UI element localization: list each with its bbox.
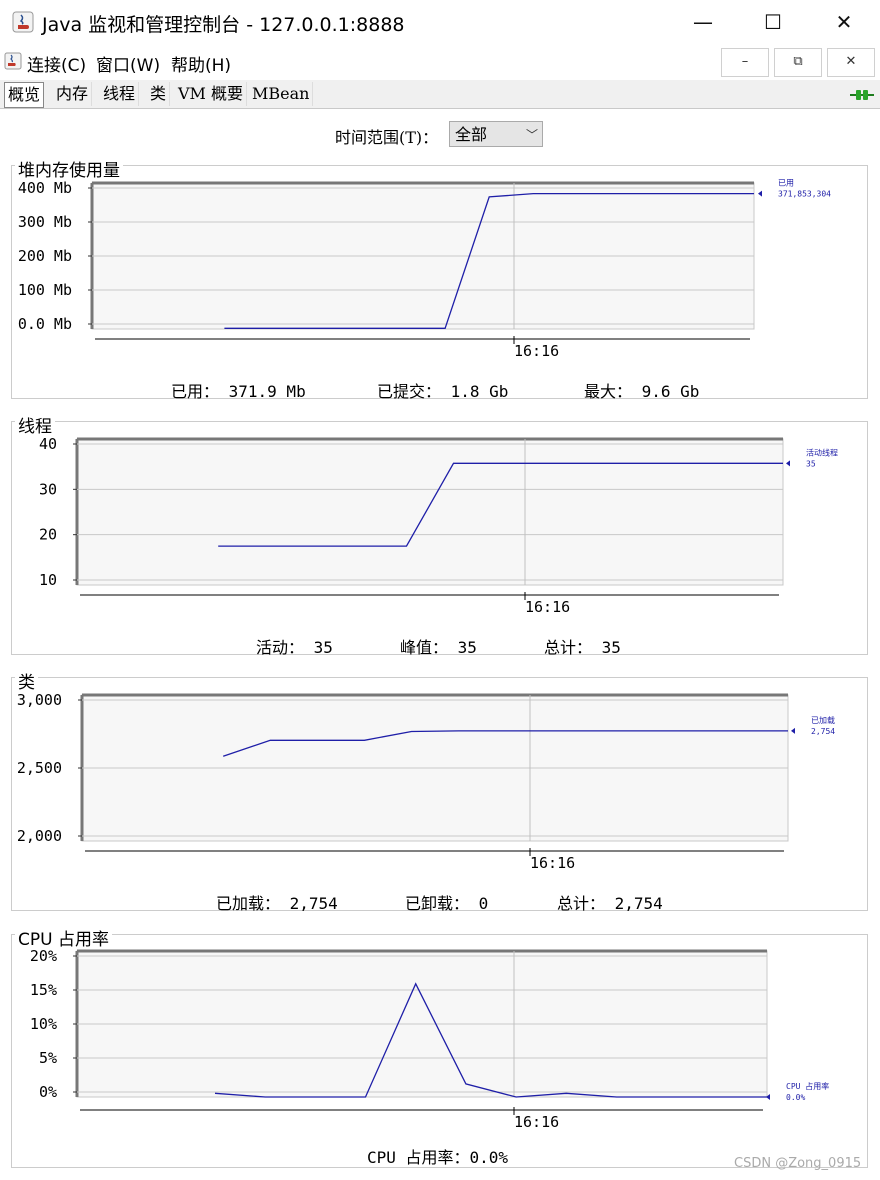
value-marker-icon <box>766 1094 770 1100</box>
heap-memory-panel <box>11 165 868 399</box>
menu-window[interactable]: 窗口(W) <box>96 56 161 76</box>
y-tick-label: 2,000 <box>17 827 62 845</box>
java-icon <box>12 11 34 33</box>
classes-panel <box>11 677 868 911</box>
series-line <box>222 730 788 757</box>
series-line <box>218 462 783 547</box>
y-tick-label: 5% <box>39 1049 57 1067</box>
classes-total-stat: 总计： 2,754 <box>557 894 663 913</box>
y-tick-label: 40 <box>39 435 57 453</box>
internal-minimize-button[interactable]: – <box>721 48 769 77</box>
heap-max-stat: 最大： 9.6 Gb <box>584 382 700 401</box>
classes-chart: 3,000 2,500 2,000 16:16 已加载 2,754 <box>17 691 835 872</box>
heap-used-stat: 已用： 371.9 Mb <box>171 382 306 401</box>
menu-connection[interactable]: 连接(C) <box>27 56 87 76</box>
series-value-label: 35 <box>806 459 816 468</box>
value-marker-icon <box>791 727 795 734</box>
y-tick-label: 300 Mb <box>18 213 72 231</box>
series-name-label: CPU 占用率 <box>786 1081 829 1091</box>
threads-live-stat: 活动： 35 <box>256 638 333 657</box>
y-tick-label: 2,500 <box>17 759 62 777</box>
time-range-label: 时间范围(T)： <box>335 128 439 147</box>
threads-panel <box>11 421 868 655</box>
tab-overview[interactable]: 概览 <box>4 82 45 108</box>
value-marker-icon <box>758 190 762 197</box>
x-tick-label: 16:16 <box>514 1113 559 1131</box>
x-tick-label: 16:16 <box>525 598 570 616</box>
y-tick-label: 100 Mb <box>18 281 72 299</box>
y-tick-label: 30 <box>39 480 57 498</box>
connection-status-icon <box>850 90 874 100</box>
threads-title: 线程 <box>15 412 55 437</box>
tab-memory[interactable]: 内存 <box>53 82 93 106</box>
y-tick-label: 15% <box>30 981 57 999</box>
time-range-select[interactable]: 全部 ﹀ <box>449 121 543 147</box>
classes-title: 类 <box>15 668 38 693</box>
y-tick-label: 400 Mb <box>18 179 72 197</box>
x-tick-label: 16:16 <box>514 342 559 360</box>
series-line <box>214 982 767 1098</box>
cpu-usage-chart: 20% 15% 10% 5% 0% 16:16 CPU 占用率 0.0% <box>30 947 829 1131</box>
tab-vm-summary[interactable]: VM 概要 <box>175 82 248 106</box>
threads-peak-stat: 峰值： 35 <box>400 638 477 657</box>
java-icon <box>4 52 22 70</box>
heap-committed-stat: 已提交： 1.8 Gb <box>377 382 509 401</box>
chevron-down-icon: ﹀ <box>525 128 538 142</box>
plot-area <box>76 438 784 586</box>
internal-close-button[interactable]: ✕ <box>827 48 875 77</box>
title-bar: Java 监视和管理控制台 - 127.0.0.1:8888 — ☐ ✕ <box>0 0 880 44</box>
classes-unloaded-stat: 已卸载： 0 <box>405 894 489 913</box>
window-title: Java 监视和管理控制台 - 127.0.0.1:8888 <box>42 14 405 36</box>
time-range-value: 全部 <box>455 125 488 144</box>
series-name-label: 已用 <box>778 179 794 188</box>
series-name-label: 已加载 <box>811 715 835 725</box>
series-name-label: 活动线程 <box>806 447 838 457</box>
series-value-label: 0.0% <box>786 1093 805 1102</box>
series-value-label: 2,754 <box>811 727 835 736</box>
y-tick-label: 0% <box>39 1083 57 1101</box>
classes-loaded-stat: 已加载： 2,754 <box>216 894 338 913</box>
threads-chart: 40 30 20 10 16:16 活动线程 35 <box>39 435 838 616</box>
tab-mbean[interactable]: MBean <box>249 82 314 106</box>
maximize-button[interactable]: ☐ <box>764 10 782 34</box>
y-tick-label: 10 <box>39 571 57 589</box>
cpu-panel <box>11 934 868 1168</box>
series-value-label: 371,853,304 <box>778 190 831 199</box>
watermark: CSDN @Zong_0915 <box>734 1156 862 1171</box>
heap-memory-title: 堆内存使用量 <box>15 156 123 181</box>
tab-classes[interactable]: 类 <box>147 82 171 106</box>
series-line <box>224 192 754 329</box>
minimize-button[interactable]: — <box>693 10 713 34</box>
internal-restore-button[interactable]: ⧉ <box>774 48 822 77</box>
cpu-usage-stat: CPU 占用率：0.0% <box>367 1148 509 1167</box>
close-button[interactable]: ✕ <box>835 10 853 34</box>
y-tick-label: 0.0 Mb <box>18 315 72 333</box>
value-marker-icon <box>786 460 790 467</box>
y-tick-label: 20% <box>30 947 57 965</box>
tab-bar <box>0 80 880 109</box>
cpu-title: CPU 占用率 <box>15 925 112 950</box>
y-tick-label: 3,000 <box>17 691 62 709</box>
x-tick-label: 16:16 <box>530 854 575 872</box>
heap-memory-chart: 400 Mb 300 Mb 200 Mb 100 Mb 0.0 Mb 16:16 已用 371… <box>18 179 831 360</box>
menu-help[interactable]: 帮助(H) <box>171 56 232 76</box>
threads-total-stat: 总计： 35 <box>544 638 621 657</box>
y-tick-label: 10% <box>30 1015 57 1033</box>
tab-threads[interactable]: 线程 <box>100 82 140 106</box>
y-tick-label: 20 <box>39 526 57 544</box>
y-tick-label: 200 Mb <box>18 247 72 265</box>
